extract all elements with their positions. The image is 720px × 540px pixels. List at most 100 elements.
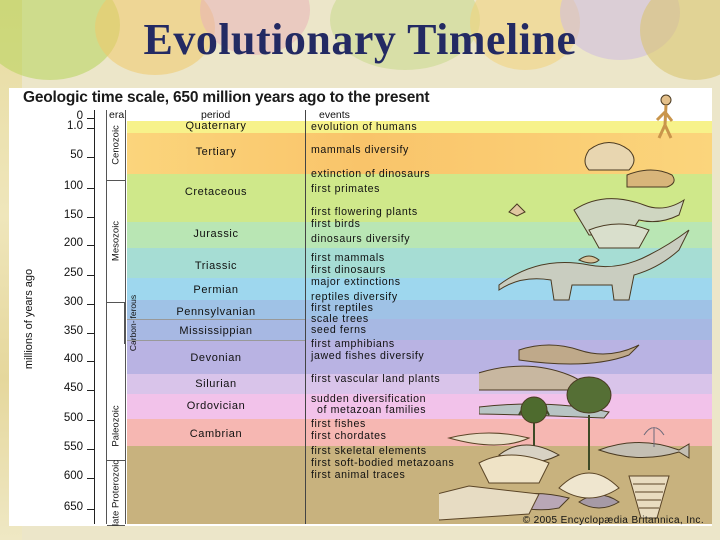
event-label: scale trees xyxy=(311,313,369,325)
event-label: first animal traces xyxy=(311,469,406,481)
axis-tick-label: 500 xyxy=(63,412,83,424)
axis-tick-label: 300 xyxy=(63,296,83,308)
event-label: first flowering plants xyxy=(311,206,418,218)
axis-tick xyxy=(87,188,95,189)
precambrian-fossils xyxy=(439,432,670,521)
copyright-credit: © 2005 Encyclopædia Britannica, Inc. xyxy=(522,515,704,526)
axis-tick-label: 400 xyxy=(63,353,83,365)
event-label: of metazoan families xyxy=(317,404,427,416)
human-figure-icon xyxy=(655,94,674,139)
axis-tick xyxy=(87,478,95,479)
axis-tick xyxy=(87,390,95,391)
sauropod-icon xyxy=(498,229,690,301)
period-label: Devonian xyxy=(190,352,242,364)
axis-tick-label: 200 xyxy=(63,237,83,249)
period-band xyxy=(127,121,712,133)
column-divider xyxy=(305,110,306,524)
event-label: first amphibians xyxy=(311,338,395,350)
event-label: first primates xyxy=(311,183,381,195)
era-late-proterozoic: late Proterozoic xyxy=(107,460,125,526)
slide-title: Evolutionary Timeline xyxy=(143,15,577,64)
decorative-flower-banner xyxy=(0,0,720,92)
axis-tick xyxy=(87,275,95,276)
era-label: Paleozoic xyxy=(110,405,122,447)
period-band xyxy=(127,419,712,446)
axis-tick-label: 150 xyxy=(63,209,83,221)
period-label: Permian xyxy=(193,284,239,296)
era-label: Cenozoic xyxy=(110,125,122,165)
period-label: Ordovician xyxy=(186,400,246,412)
era-column: Cenozoic Mesozoic Paleozoic late Protero… xyxy=(106,110,126,526)
axis-tick-label: 0 xyxy=(76,110,83,122)
period-label: Tertiary xyxy=(195,146,237,158)
chart-heading: Geologic time scale, 650 million years a… xyxy=(23,89,430,106)
period-band xyxy=(127,300,712,319)
event-label: first chordates xyxy=(311,430,387,442)
event-label: first soft-bodied metazoans xyxy=(311,457,455,469)
tree-icon xyxy=(518,376,612,470)
event-label: first fishes xyxy=(311,418,366,430)
period-column-header: period xyxy=(201,109,231,121)
mammal-icon xyxy=(584,142,675,188)
era-column-header: era xyxy=(109,109,125,121)
event-label: reptiles diversify xyxy=(311,291,398,303)
period-label: Pennsylvanian xyxy=(176,306,256,318)
axis-tick-label: 600 xyxy=(63,470,83,482)
carboniferous-bracket: Carbon-iferous xyxy=(124,295,139,351)
period-label: Cambrian xyxy=(189,428,243,440)
axis-tick-label: 550 xyxy=(63,441,83,453)
dinosaur-icon xyxy=(573,198,685,249)
axis-tick xyxy=(87,509,95,510)
period-label: Mississippian xyxy=(179,325,253,337)
period-label: Quaternary xyxy=(185,120,247,132)
event-label: seed ferns xyxy=(311,324,367,336)
era-label: Carbon-iferous xyxy=(128,294,138,352)
period-label: Silurian xyxy=(195,378,237,390)
event-label: first reptiles xyxy=(311,302,374,314)
axis-tick-label: 450 xyxy=(63,382,83,394)
period-separator xyxy=(127,319,305,320)
event-label: dinosaurs diversify xyxy=(311,233,411,245)
period-band xyxy=(127,319,712,340)
event-label: sudden diversification xyxy=(311,393,427,405)
axis-tick xyxy=(87,361,95,362)
axis-tick xyxy=(87,333,95,334)
event-label: first vascular land plants xyxy=(311,373,441,385)
axis-tick xyxy=(87,245,95,246)
axis-tick-label: 350 xyxy=(63,325,83,337)
time-axis-line xyxy=(94,110,95,524)
period-label: Triassic xyxy=(194,260,238,272)
period-band xyxy=(127,394,712,419)
axis-tick-label: 50 xyxy=(70,149,83,161)
era-mesozoic: Mesozoic xyxy=(107,180,125,303)
axis-tick-label: 100 xyxy=(63,180,83,192)
axis-tick xyxy=(87,157,95,158)
event-label: first dinosaurs xyxy=(311,264,386,276)
events-column-header: events xyxy=(319,109,350,121)
bird-icon xyxy=(508,203,600,264)
era-label: Mesozoic xyxy=(110,220,122,262)
period-label: Cretaceous xyxy=(184,186,248,198)
period-label: Jurassic xyxy=(193,228,239,240)
geologic-time-scale-chart: Geologic time scale, 650 million years a… xyxy=(9,88,712,526)
event-label: mammals diversify xyxy=(311,144,409,156)
axis-label: millions of years ago xyxy=(23,268,35,370)
axis-tick xyxy=(87,420,95,421)
axis-tick-label: 250 xyxy=(63,267,83,279)
reptile-icon xyxy=(479,344,640,419)
axis-tick xyxy=(87,217,95,218)
event-label: evolution of humans xyxy=(311,121,418,133)
period-separator xyxy=(127,340,305,341)
axis-tick xyxy=(87,304,95,305)
event-label: extinction of dinosaurs xyxy=(311,168,431,180)
event-label: first birds xyxy=(311,218,361,230)
axis-tick xyxy=(87,118,95,119)
event-label: first mammals xyxy=(311,252,385,264)
axis-tick-label: 1.0 xyxy=(67,120,83,132)
axis-tick xyxy=(87,449,95,450)
event-label: first skeletal elements xyxy=(311,445,427,457)
axis-tick-label: 650 xyxy=(63,501,83,513)
event-label: major extinctions xyxy=(311,276,401,288)
era-cenozoic: Cenozoic xyxy=(107,110,125,181)
axis-tick xyxy=(87,128,95,129)
